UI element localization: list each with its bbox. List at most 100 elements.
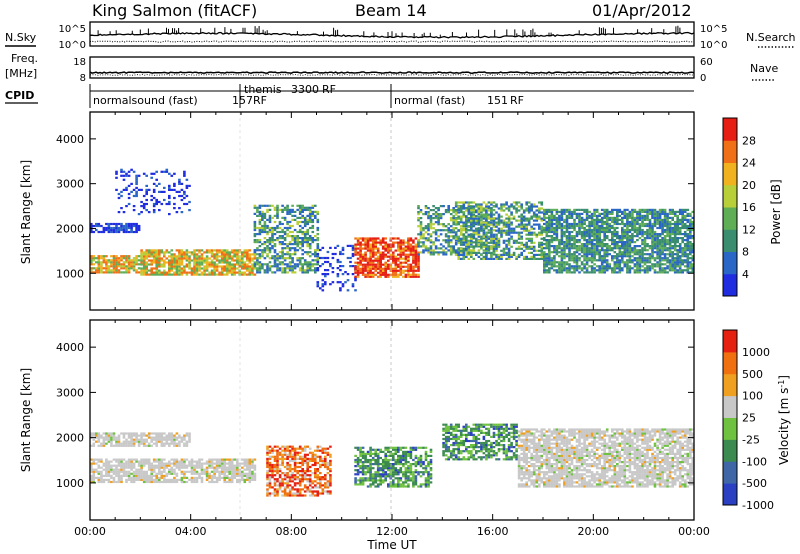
power-cell xyxy=(366,261,370,264)
power-cell xyxy=(273,249,277,252)
power-cell xyxy=(308,218,312,221)
power-cell xyxy=(598,243,601,246)
power-cell xyxy=(351,283,355,286)
power-cell xyxy=(623,249,627,252)
power-cell xyxy=(296,208,299,211)
power-cell xyxy=(266,204,269,207)
power-cell xyxy=(603,233,606,236)
power-cell xyxy=(296,220,299,224)
velocity-cell xyxy=(203,472,206,475)
power-cell xyxy=(142,265,146,268)
power-cell xyxy=(623,230,627,234)
power-cell xyxy=(276,214,279,217)
power-cell xyxy=(550,251,554,254)
power-cell xyxy=(641,208,644,211)
power-cell xyxy=(570,257,574,260)
power-cell xyxy=(273,220,277,224)
power-cell xyxy=(283,269,287,272)
power-cell xyxy=(384,265,387,268)
power-cell xyxy=(268,216,272,219)
power-cell xyxy=(276,239,279,242)
power-cell xyxy=(641,233,644,236)
power-cell xyxy=(291,267,294,270)
power-cell xyxy=(646,208,649,211)
velocity-cell xyxy=(228,476,231,479)
power-cell xyxy=(568,210,571,213)
power-cell xyxy=(648,237,652,240)
power-cell xyxy=(497,237,501,240)
power-cell xyxy=(306,243,309,246)
power-cell xyxy=(470,225,473,228)
power-cell xyxy=(663,241,667,244)
velocity-cell xyxy=(155,476,158,479)
power-cell xyxy=(643,218,647,221)
power-cell xyxy=(611,220,614,224)
power-cell xyxy=(183,257,186,260)
power-cell xyxy=(193,269,196,272)
power-cell xyxy=(273,214,277,217)
power-cell xyxy=(575,263,579,266)
power-cell xyxy=(379,239,382,242)
power-cell xyxy=(553,230,556,234)
power-cell xyxy=(678,220,682,224)
power-cell xyxy=(661,228,664,232)
power-cell xyxy=(283,208,287,211)
power-cell xyxy=(603,210,606,213)
power-cell xyxy=(135,194,138,198)
power-cell xyxy=(578,226,581,230)
power-cell xyxy=(419,237,423,240)
power-cell xyxy=(173,255,176,258)
velocity-cell xyxy=(208,474,211,477)
velocity-cell xyxy=(225,476,229,479)
power-cell xyxy=(646,218,649,221)
power-cell xyxy=(643,267,647,270)
power-cell xyxy=(548,249,551,252)
power-cell xyxy=(621,233,624,236)
power-cell xyxy=(120,263,123,266)
power-cell xyxy=(600,208,604,211)
power-cell xyxy=(472,233,476,236)
power-cell xyxy=(653,216,657,219)
power-cell xyxy=(676,261,679,264)
power-cell xyxy=(331,252,335,256)
power-cell xyxy=(364,247,367,250)
power-cell xyxy=(188,251,191,254)
power-cell xyxy=(178,273,181,276)
power-cell xyxy=(110,265,113,268)
power-cell xyxy=(631,216,634,219)
power-cell xyxy=(495,223,498,226)
colorbar-swatch xyxy=(723,273,737,297)
velocity-cell xyxy=(135,458,138,461)
power-cell xyxy=(585,224,589,228)
power-cell xyxy=(263,251,267,254)
power-cell xyxy=(271,265,274,268)
velocity-cell xyxy=(210,458,214,461)
power-cell xyxy=(648,255,652,258)
power-cell xyxy=(112,265,116,268)
power-cell xyxy=(434,215,438,218)
power-cell xyxy=(641,269,644,272)
power-cell xyxy=(444,229,448,232)
power-cell xyxy=(656,214,659,217)
power-cell xyxy=(668,228,672,232)
power-cell xyxy=(256,261,259,264)
power-cell xyxy=(663,214,667,217)
power-cell xyxy=(575,265,579,268)
power-cell xyxy=(402,243,405,246)
power-cell xyxy=(676,271,679,274)
power-cell xyxy=(621,228,624,232)
velocity-cell xyxy=(205,468,209,471)
power-cell xyxy=(580,255,584,258)
power-cell xyxy=(376,241,380,244)
power-cell xyxy=(611,226,614,230)
power-cell xyxy=(613,265,617,268)
power-cell xyxy=(213,255,216,258)
power-cell xyxy=(470,253,473,256)
power-cell xyxy=(354,269,357,272)
power-cell xyxy=(291,214,294,217)
power-cell xyxy=(434,239,438,242)
power-cell xyxy=(550,259,554,262)
power-cell xyxy=(472,247,476,250)
power-cell xyxy=(510,245,513,248)
power-cell xyxy=(449,229,453,232)
